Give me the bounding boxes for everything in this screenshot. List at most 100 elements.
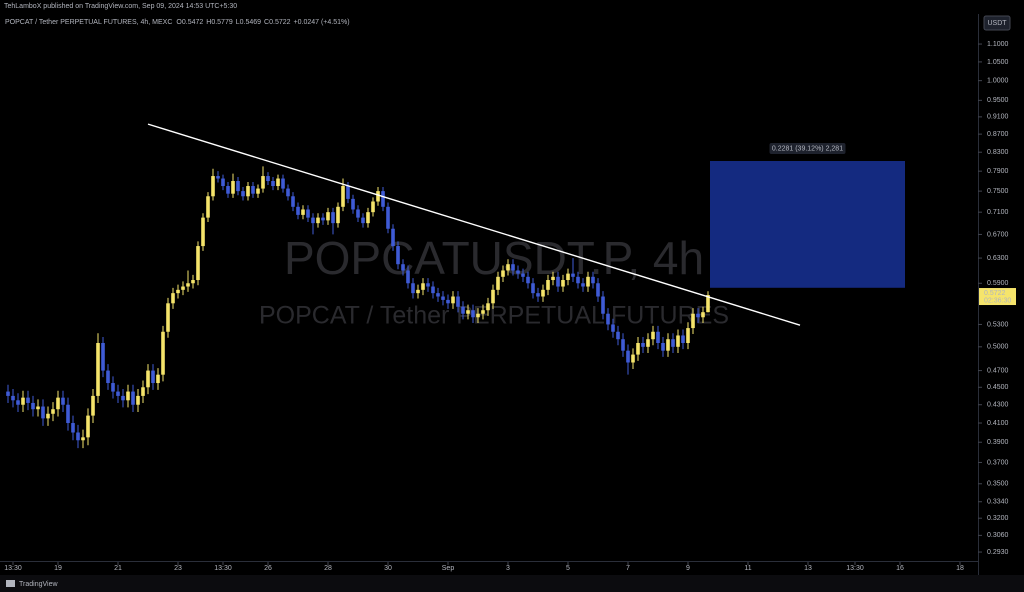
candle-body <box>636 342 640 355</box>
x-tick-label: 11 <box>744 565 751 572</box>
candle-body <box>6 391 10 396</box>
candle-body <box>156 374 160 384</box>
candle-body <box>141 387 145 396</box>
candle-body <box>471 310 475 318</box>
candle-body <box>621 339 625 351</box>
candle-body <box>261 176 265 189</box>
candle-body <box>186 283 190 287</box>
x-tick-label: 7 <box>626 565 630 572</box>
y-tick-label: 0.4300 <box>987 402 1009 409</box>
ohlc-legend: C0.5722 <box>264 19 291 26</box>
candle-body <box>316 217 320 224</box>
y-tick-label: 0.3700 <box>987 459 1009 466</box>
ohlc-legend: +0.0247 (+4.51%) <box>294 19 350 26</box>
y-tick-label: 0.5300 <box>987 321 1009 328</box>
y-tick-label: 0.9100 <box>987 114 1009 121</box>
candle-body <box>521 273 525 277</box>
x-tick-label: 3 <box>506 565 510 572</box>
candle-body <box>171 293 175 304</box>
y-tick-label: 0.7500 <box>987 188 1009 195</box>
x-tick-label: 26 <box>264 565 272 572</box>
x-tick-label: 18 <box>956 565 964 572</box>
y-tick-label: 0.3900 <box>987 439 1009 446</box>
candle-body <box>386 206 390 229</box>
candle-body <box>41 406 45 419</box>
candle-body <box>376 191 380 202</box>
candle-body <box>456 296 460 307</box>
candle-body <box>16 400 20 405</box>
x-tick-label: 16 <box>896 565 904 572</box>
candle-body <box>126 391 130 401</box>
candle-body <box>676 335 680 347</box>
y-tick-label: 0.6300 <box>987 255 1009 262</box>
candle-body <box>241 191 245 197</box>
candle-body <box>61 397 65 405</box>
y-tick-label: 0.2930 <box>987 549 1009 556</box>
candle-body <box>266 176 270 182</box>
candle-body <box>516 270 520 274</box>
candle-body <box>481 310 485 314</box>
currency-box[interactable] <box>983 15 1011 31</box>
candle-body <box>271 181 275 187</box>
x-tick-label: 28 <box>324 565 332 572</box>
candle-body <box>646 339 650 347</box>
candle-body <box>206 196 210 218</box>
y-tick-label: 0.5000 <box>987 344 1009 351</box>
candle-body <box>76 432 80 441</box>
candle-body <box>131 391 135 405</box>
candle-body <box>21 397 25 405</box>
candle-body <box>86 415 90 438</box>
x-tick-label: 5 <box>566 565 570 572</box>
candle-body <box>346 186 350 199</box>
y-tick-label: 1.1000 <box>987 41 1009 48</box>
candle-body <box>111 383 115 392</box>
x-tick-label: 9 <box>686 565 690 572</box>
x-tick-label: 13:30 <box>846 565 864 572</box>
candle-body <box>291 196 295 207</box>
candle-body <box>661 342 665 351</box>
currency[interactable]: USDT <box>987 20 1007 27</box>
candle-body <box>351 198 355 210</box>
y-tick-label: 0.8300 <box>987 149 1009 156</box>
candle-body <box>326 212 330 221</box>
candle-body <box>536 293 540 297</box>
watermark-symbol: POPCATUSDT.P, 4h <box>284 232 704 284</box>
last-price-box <box>979 288 1016 306</box>
candle-body <box>691 313 695 329</box>
candle-body <box>191 280 195 284</box>
candle-body <box>591 276 595 284</box>
candle-body <box>601 296 605 314</box>
candle-body <box>11 395 15 401</box>
candle-body <box>496 276 500 290</box>
candle-body <box>306 209 310 218</box>
candle-body <box>491 289 495 304</box>
y-tick-label: 0.3500 <box>987 481 1009 488</box>
measure-box <box>710 160 905 288</box>
candle-body <box>461 306 465 314</box>
candle-body <box>246 186 250 197</box>
x-tick-label: 19 <box>54 565 62 572</box>
candle-body <box>486 303 490 311</box>
candle-body <box>166 303 170 332</box>
countdown: 02:36:30 <box>984 297 1011 304</box>
y-tick-label: 1.0500 <box>987 59 1009 66</box>
watermark: POPCATUSDT.P, 4h POPCAT / Tether PERPETU… <box>259 232 729 329</box>
candle-body <box>31 402 35 410</box>
candle-body <box>116 391 120 396</box>
candle-body <box>436 293 440 297</box>
y-tick-label: 0.9500 <box>987 97 1009 104</box>
candle-body <box>606 313 610 325</box>
y-tick-label: 0.4500 <box>987 384 1009 391</box>
candle-body <box>476 313 480 318</box>
candle-body <box>681 335 685 343</box>
y-tick-label: 0.5900 <box>987 280 1009 287</box>
publisher-line: TehLamboX published on TradingView.com, … <box>4 3 237 10</box>
candle-body <box>541 289 545 297</box>
candle-body <box>121 395 125 401</box>
x-tick-label: 13 <box>804 565 812 572</box>
candle-body <box>201 217 205 247</box>
candle-body <box>36 406 40 410</box>
candle-body <box>406 270 410 284</box>
candle-body <box>546 280 550 290</box>
